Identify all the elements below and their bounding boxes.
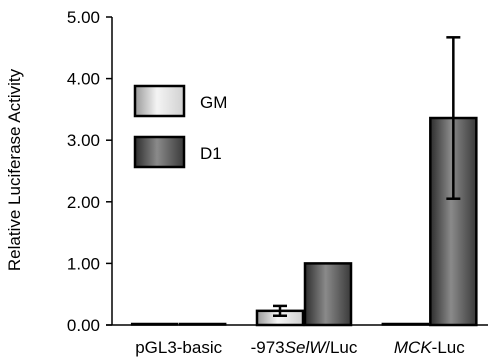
legend-swatch-gm (133, 84, 186, 118)
bars (130, 36, 478, 327)
x-category-label-part: SelW (285, 338, 328, 357)
y-tick-label: 3.00 (67, 131, 100, 150)
y-tick-label: 1.00 (67, 254, 100, 273)
y-axis-title: Relative Luciferase Activity (5, 68, 24, 271)
x-category-label: -973SelW/Luc (251, 338, 358, 357)
x-category-label-part: -Luc (432, 338, 466, 357)
y-axis-ticks: 0.00 1.00 2.00 3.00 4.00 5.00 (67, 8, 112, 335)
bar-d1 (303, 262, 353, 327)
legend-label: GM (200, 93, 227, 112)
legend-swatch-d1 (133, 135, 186, 169)
y-tick-label: 2.00 (67, 193, 100, 212)
y-tick-label: 0.00 (67, 316, 100, 335)
category-labels: pGL3-basic -973SelW/Luc MCK-Luc (135, 338, 465, 357)
y-tick-label: 5.00 (67, 8, 100, 27)
x-category-label: MCK-Luc (394, 338, 465, 357)
x-category-label-part: MCK (394, 338, 432, 357)
axes (106, 17, 488, 326)
legend: GM D1 (133, 84, 227, 169)
x-category-label-part: /Luc (325, 338, 358, 357)
y-tick-label: 4.00 (67, 70, 100, 89)
x-category-label-part: -973 (251, 338, 285, 357)
legend-label: D1 (200, 144, 222, 163)
x-category-label-part: pGL3-basic (135, 338, 222, 357)
x-category-label: pGL3-basic (135, 338, 222, 357)
